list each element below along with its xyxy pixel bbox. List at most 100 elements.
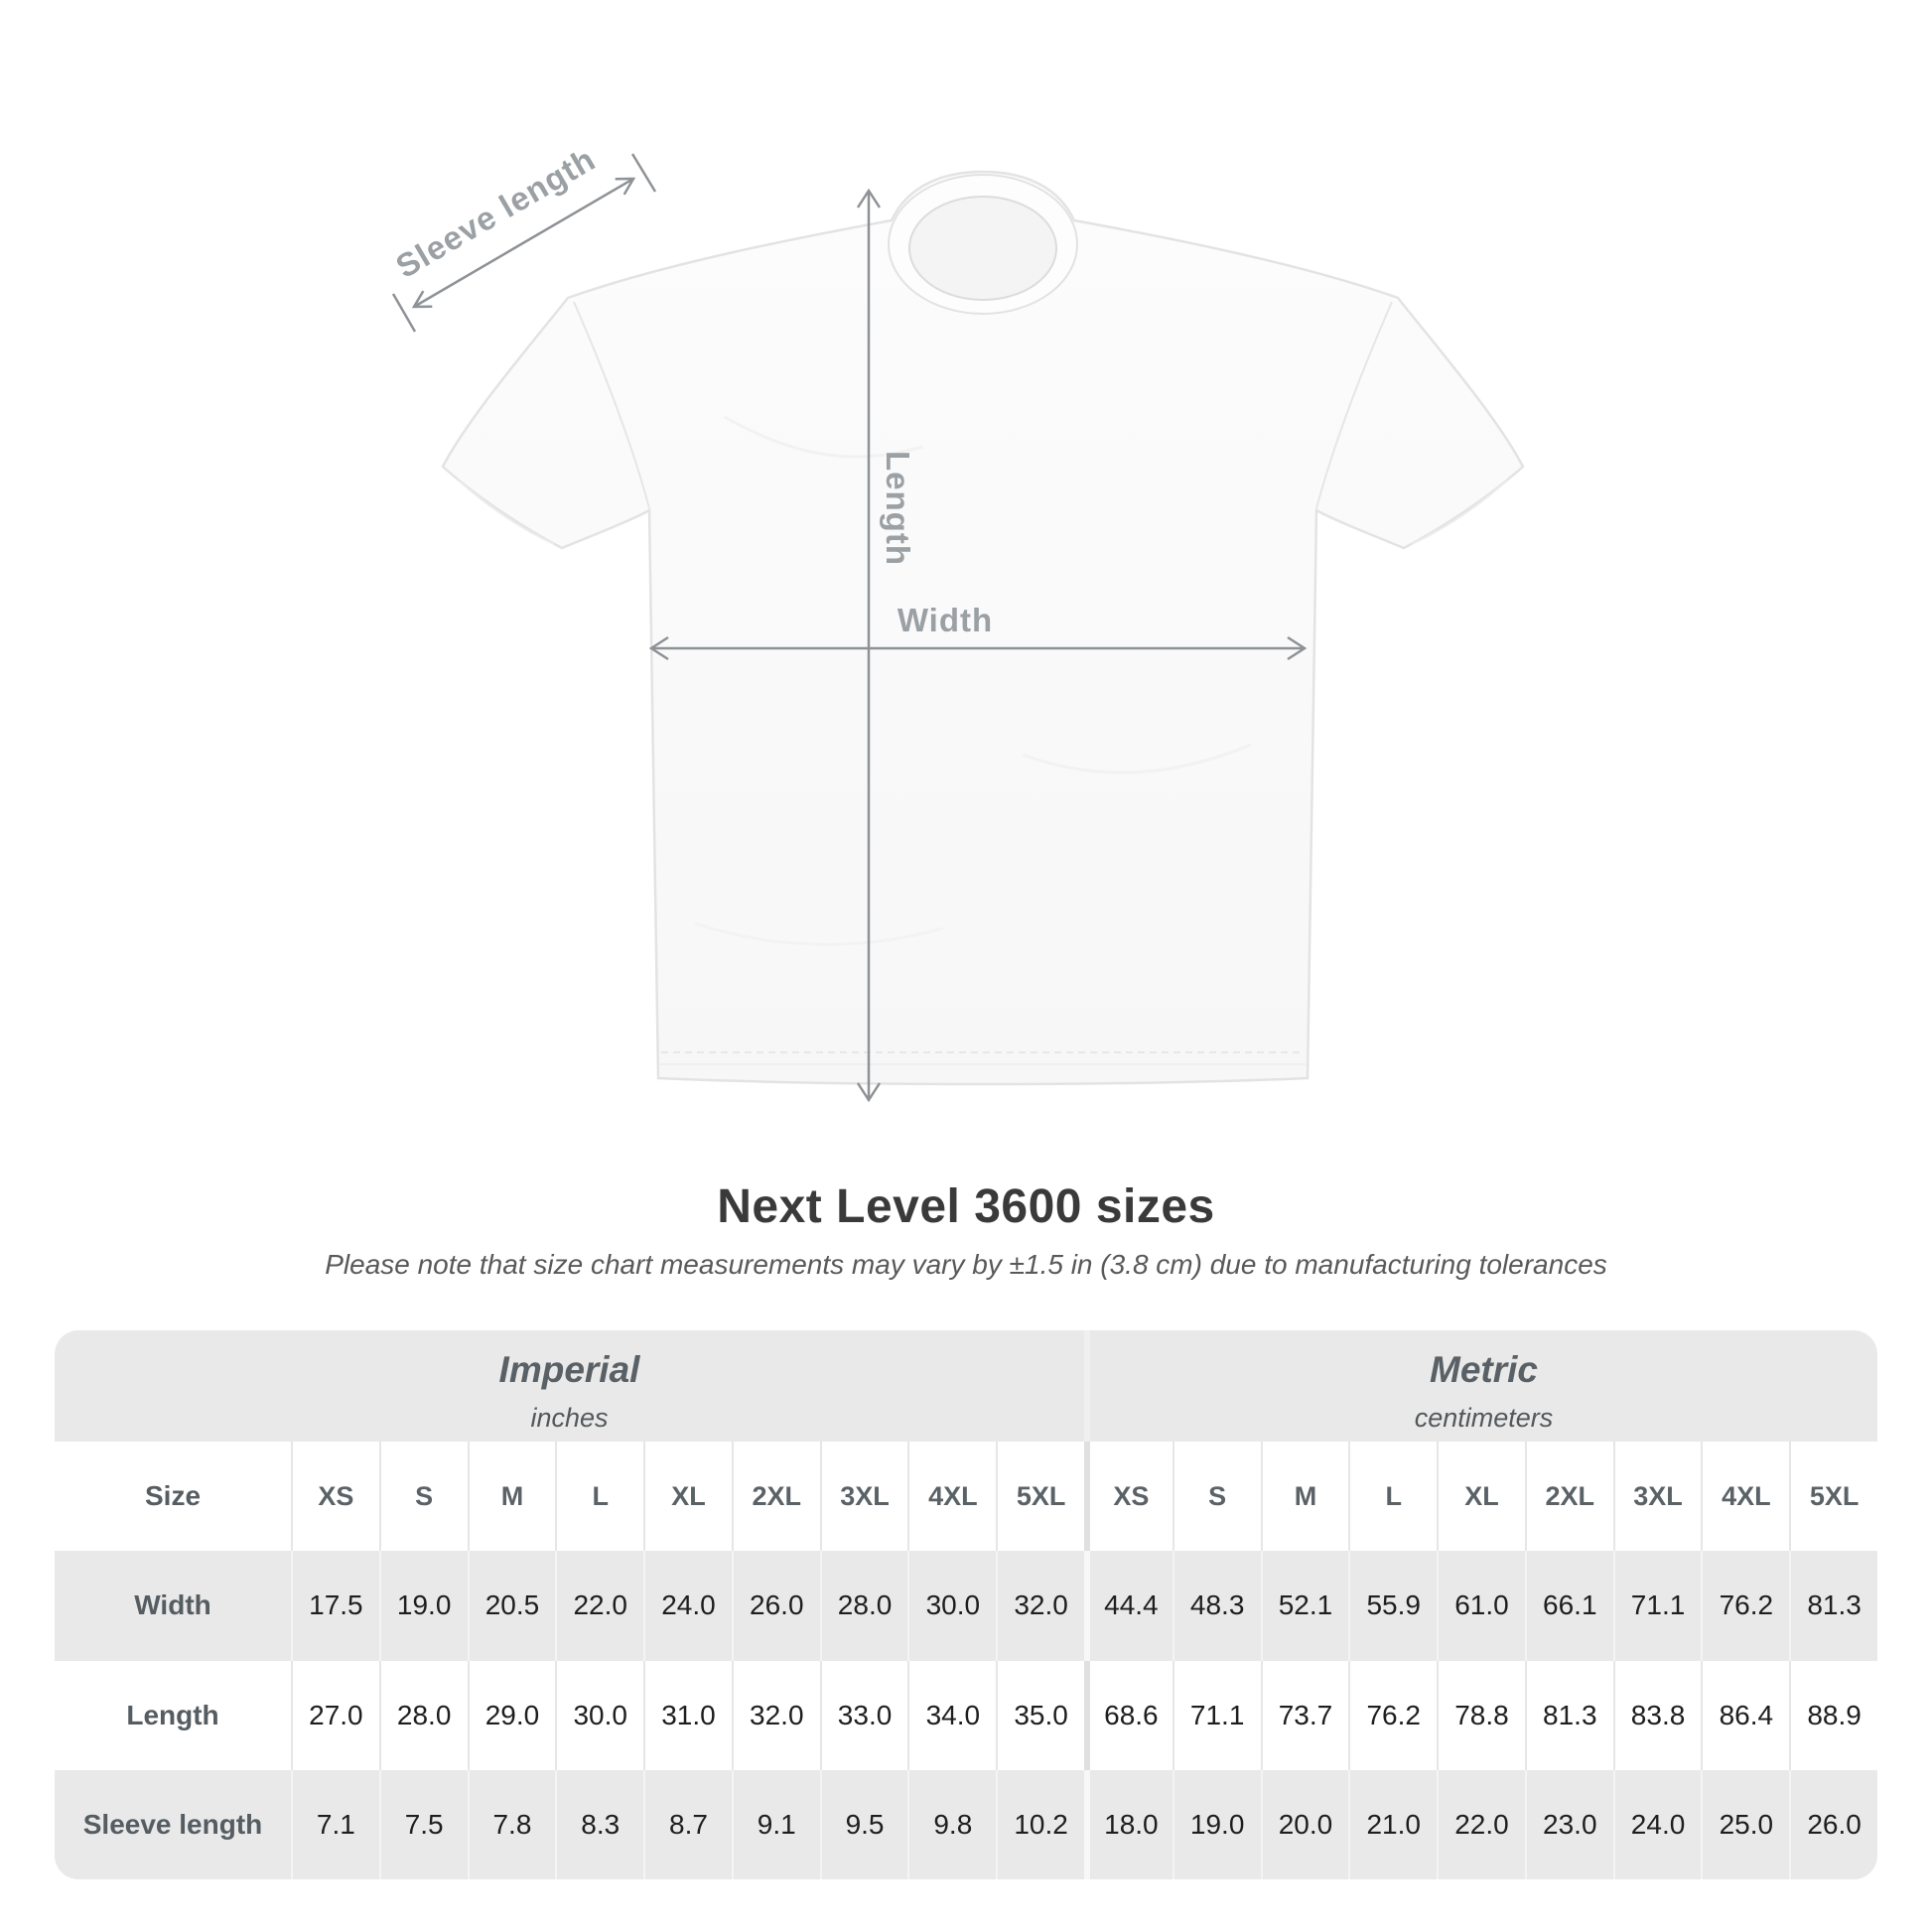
imperial-size-header-4xl: 4XL <box>907 1442 997 1552</box>
metric-value-cell: 71.1 <box>1612 1551 1702 1661</box>
imperial-value-cell: 8.3 <box>555 1769 644 1879</box>
right-sleeve-hem-seam <box>1411 480 1508 545</box>
metric-size-header-5xl: 5XL <box>1789 1442 1877 1552</box>
imperial-value-cell: 7.1 <box>291 1769 379 1879</box>
imperial-value-cell: 10.2 <box>996 1769 1084 1879</box>
metric-value-cell: 24.0 <box>1612 1769 1702 1879</box>
metric-value-cell: 48.3 <box>1172 1551 1261 1661</box>
metric-size-header-2xl: 2XL <box>1524 1442 1613 1552</box>
page-title: Next Level 3600 sizes <box>717 1180 1215 1233</box>
width-arrow <box>648 635 1308 661</box>
metric-value-cell: 22.0 <box>1437 1769 1525 1879</box>
wrinkle-line <box>1022 743 1252 774</box>
imperial-value-cell: 31.0 <box>643 1660 732 1770</box>
metric-value-cell: 81.3 <box>1789 1551 1877 1661</box>
metric-value-cell: 19.0 <box>1172 1769 1261 1879</box>
imperial-value-cell: 17.5 <box>291 1551 379 1661</box>
tshirt-neck-hole <box>908 196 1057 301</box>
metric-unit: centimeters <box>1414 1402 1554 1433</box>
sleeve-length-label: Sleeve length <box>389 140 602 285</box>
imperial-value-cell: 32.0 <box>731 1660 820 1770</box>
metric-value-cell: 21.0 <box>1348 1769 1438 1879</box>
metric-value-cell: 68.6 <box>1084 1660 1173 1770</box>
imperial-value-cell: 35.0 <box>996 1660 1084 1770</box>
imperial-value-cell: 7.5 <box>378 1769 468 1879</box>
imperial-value-cell: 28.0 <box>378 1660 468 1770</box>
metric-value-cell: 78.8 <box>1437 1660 1525 1770</box>
width-label: Width <box>897 602 993 638</box>
metric-value-cell: 26.0 <box>1789 1769 1877 1879</box>
metric-size-header-4xl: 4XL <box>1701 1442 1790 1552</box>
imperial-size-header-xs: XS <box>291 1442 379 1552</box>
length-arrow <box>856 188 882 1103</box>
imperial-value-cell: 29.0 <box>467 1660 556 1770</box>
imperial-value-cell: 34.0 <box>907 1660 997 1770</box>
imperial-value-cell: 33.0 <box>819 1660 908 1770</box>
wrinkle-line <box>694 921 944 946</box>
imperial-value-cell: 26.0 <box>731 1551 820 1661</box>
length-label: Length <box>880 451 916 566</box>
metric-value-cell: 76.2 <box>1348 1660 1438 1770</box>
metric-size-header-3xl: 3XL <box>1612 1442 1702 1552</box>
metric-size-header-xs: XS <box>1084 1442 1173 1552</box>
metric-size-header-s: S <box>1172 1442 1261 1552</box>
metric-size-header-l: L <box>1348 1442 1438 1552</box>
imperial-value-cell: 22.0 <box>555 1551 644 1661</box>
metric-value-cell: 25.0 <box>1701 1769 1790 1879</box>
imperial-size-header-2xl: 2XL <box>731 1442 820 1552</box>
right-armhole-seam <box>1315 301 1393 509</box>
metric-section-header: Metric centimeters <box>1084 1330 1877 1442</box>
page-subtitle: Please note that size chart measurements… <box>325 1249 1607 1280</box>
row-label: Length <box>55 1660 291 1770</box>
imperial-value-cell: 24.0 <box>643 1551 732 1661</box>
imperial-size-header-s: S <box>378 1442 468 1552</box>
tshirt-body <box>441 170 1525 1086</box>
metric-value-cell: 66.1 <box>1524 1551 1613 1661</box>
imperial-value-cell: 8.7 <box>643 1769 732 1879</box>
row-label: Width <box>55 1551 291 1661</box>
imperial-value-cell: 9.8 <box>907 1769 997 1879</box>
metric-value-cell: 71.1 <box>1172 1660 1261 1770</box>
imperial-size-header-l: L <box>555 1442 644 1552</box>
imperial-size-header-3xl: 3XL <box>819 1442 908 1552</box>
imperial-value-cell: 9.1 <box>731 1769 820 1879</box>
left-armhole-seam <box>573 301 650 509</box>
imperial-value-cell: 19.0 <box>378 1551 468 1661</box>
imperial-value-cell: 32.0 <box>996 1551 1084 1661</box>
metric-value-cell: 55.9 <box>1348 1551 1438 1661</box>
metric-value-cell: 20.0 <box>1260 1769 1349 1879</box>
metric-value-cell: 44.4 <box>1084 1551 1173 1661</box>
metric-value-cell: 61.0 <box>1437 1551 1525 1661</box>
imperial-value-cell: 30.0 <box>907 1551 997 1661</box>
size-corner-label: Size <box>55 1442 291 1552</box>
imperial-value-cell: 7.8 <box>467 1769 556 1879</box>
imperial-title: Imperial <box>498 1348 640 1390</box>
metric-title: Metric <box>1430 1348 1538 1390</box>
metric-size-header-m: M <box>1260 1442 1349 1552</box>
imperial-size-header-xl: XL <box>643 1442 732 1552</box>
imperial-unit: inches <box>530 1402 609 1433</box>
metric-value-cell: 76.2 <box>1701 1551 1790 1661</box>
metric-size-header-xl: XL <box>1437 1442 1525 1552</box>
imperial-value-cell: 28.0 <box>819 1551 908 1661</box>
imperial-value-cell: 30.0 <box>555 1660 644 1770</box>
metric-value-cell: 83.8 <box>1612 1660 1702 1770</box>
metric-value-cell: 81.3 <box>1524 1660 1613 1770</box>
imperial-value-cell: 20.5 <box>467 1551 556 1661</box>
imperial-size-header-m: M <box>467 1442 556 1552</box>
metric-value-cell: 18.0 <box>1084 1769 1173 1879</box>
imperial-value-cell: 9.5 <box>819 1769 908 1879</box>
tshirt-measurement-diagram: Sleeve length Length Width <box>389 140 1525 1103</box>
metric-value-cell: 23.0 <box>1524 1769 1613 1879</box>
metric-value-cell: 88.9 <box>1789 1660 1877 1770</box>
metric-value-cell: 52.1 <box>1260 1551 1349 1661</box>
size-table: Imperial inches Metric centimeters Size X… <box>55 1330 1877 1879</box>
row-label: Sleeve length <box>55 1769 291 1879</box>
wrinkle-line <box>724 415 924 459</box>
imperial-section-header: Imperial inches <box>55 1330 1084 1442</box>
imperial-value-cell: 27.0 <box>291 1660 379 1770</box>
left-sleeve-hem-seam <box>458 480 555 545</box>
metric-value-cell: 73.7 <box>1260 1660 1349 1770</box>
metric-value-cell: 86.4 <box>1701 1660 1790 1770</box>
